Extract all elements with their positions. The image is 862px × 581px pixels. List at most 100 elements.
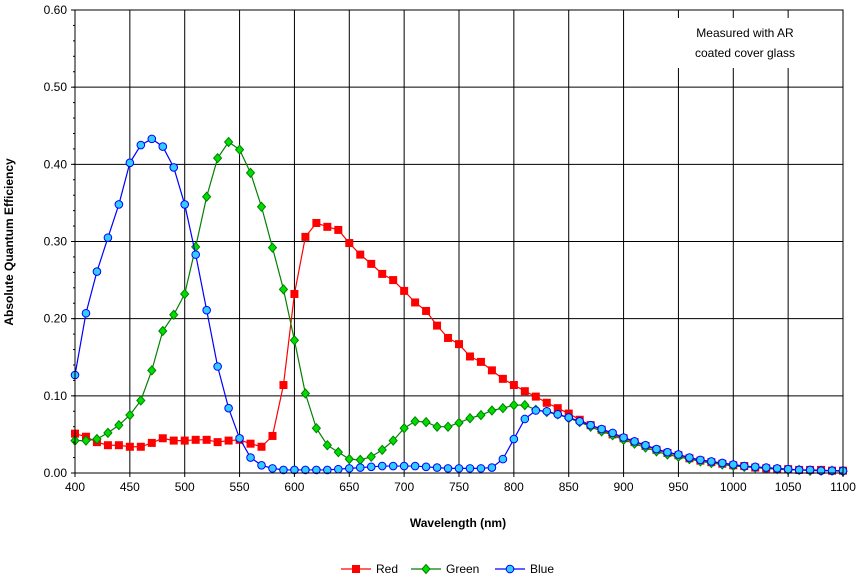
data-point-green <box>311 422 322 434</box>
data-point-red <box>246 439 255 448</box>
data-point-blue <box>531 406 541 415</box>
data-point-green <box>465 412 475 424</box>
data-point-green <box>333 446 343 458</box>
data-point-red <box>169 436 178 445</box>
data-point-green <box>388 435 398 446</box>
data-point-red <box>268 431 277 440</box>
data-point-green <box>256 201 267 213</box>
data-point-blue <box>498 454 508 464</box>
data-point-blue <box>92 267 102 276</box>
data-point-blue <box>312 465 321 475</box>
data-point-red <box>378 269 387 278</box>
data-point-green <box>212 152 223 164</box>
data-point-red <box>290 289 299 298</box>
data-point-blue <box>344 464 354 473</box>
data-point-blue <box>246 453 255 462</box>
data-point-red <box>476 357 485 366</box>
data-point-green <box>399 422 409 434</box>
data-point-green <box>180 288 190 300</box>
data-point-red <box>411 298 420 307</box>
data-point-red <box>180 436 189 445</box>
data-point-red <box>400 286 409 295</box>
data-point-blue <box>410 461 420 471</box>
legend-item-blue: Blue <box>495 562 554 576</box>
y-axis-title: Absolute Quantum Efficiency <box>2 158 16 326</box>
data-point-blue <box>476 464 486 473</box>
data-point-green <box>169 309 179 321</box>
data-point-blue <box>663 447 672 457</box>
grid <box>74 9 844 474</box>
data-point-blue <box>487 463 497 472</box>
legend-marker-blue <box>505 564 515 574</box>
data-point-red <box>542 398 551 407</box>
data-point-blue <box>750 462 760 472</box>
x-tick-label: 700 <box>394 480 414 494</box>
data-point-red <box>422 306 431 315</box>
data-point-red <box>455 340 463 349</box>
x-tick-label: 450 <box>120 480 140 494</box>
data-point-red <box>158 434 167 443</box>
data-point-blue <box>81 308 91 318</box>
data-point-green <box>278 284 289 295</box>
data-point-blue <box>147 134 157 144</box>
y-tick-label: 0.50 <box>44 80 68 94</box>
data-point-blue <box>114 200 124 209</box>
data-point-red <box>279 381 288 390</box>
data-point-green <box>377 444 387 456</box>
data-point-blue <box>641 440 650 450</box>
x-tick-label: 750 <box>449 480 469 494</box>
data-point-blue <box>180 200 190 209</box>
x-tick-label: 800 <box>504 480 524 494</box>
legend-item-red: Red <box>341 562 398 576</box>
data-point-blue <box>608 428 617 438</box>
data-point-green <box>344 453 354 465</box>
data-point-green <box>92 433 102 445</box>
data-point-blue <box>191 250 200 259</box>
data-point-blue <box>761 463 771 472</box>
data-point-green <box>487 405 497 416</box>
data-point-blue <box>103 233 113 242</box>
data-point-blue <box>465 464 475 473</box>
data-point-blue <box>805 465 815 475</box>
data-point-red <box>301 232 310 241</box>
data-point-blue <box>355 463 365 472</box>
series-blue <box>70 134 848 475</box>
data-point-blue <box>334 464 343 474</box>
data-point-green <box>147 365 157 376</box>
legend-label-blue: Blue <box>530 562 554 576</box>
data-point-green <box>114 419 124 431</box>
data-point-blue <box>509 434 519 444</box>
data-point-red <box>191 435 200 444</box>
data-point-green <box>201 191 212 202</box>
data-point-blue <box>674 450 683 459</box>
data-point-blue <box>619 433 628 442</box>
data-point-blue <box>520 414 530 424</box>
data-point-red <box>125 442 134 451</box>
legend-marker-red <box>352 565 360 573</box>
data-point-blue <box>586 420 595 430</box>
x-tick-label: 1100 <box>830 480 856 494</box>
legend-marker-green <box>421 563 431 575</box>
data-point-red <box>213 438 222 447</box>
data-point-red <box>136 442 145 451</box>
data-point-red <box>389 276 398 285</box>
y-tick-labels: 0.00 0.10 0.20 0.30 0.40 0.50 0.60 <box>44 3 68 480</box>
data-point-green <box>509 399 519 411</box>
data-point-green <box>355 454 365 466</box>
data-point-green <box>136 395 146 406</box>
data-point-blue <box>794 465 804 475</box>
legend-label-green: Green <box>446 562 479 576</box>
data-point-blue <box>707 457 716 466</box>
data-point-blue <box>279 465 288 475</box>
data-point-red <box>257 442 266 451</box>
data-point-red <box>520 387 529 396</box>
data-point-blue <box>772 464 782 473</box>
data-point-blue <box>323 465 332 475</box>
data-point-green <box>322 439 333 451</box>
data-point-red <box>531 392 540 401</box>
data-point-blue <box>136 140 146 150</box>
data-point-red <box>345 239 354 248</box>
axis-ticks <box>71 9 844 477</box>
y-tick-label: 0.40 <box>44 157 68 171</box>
